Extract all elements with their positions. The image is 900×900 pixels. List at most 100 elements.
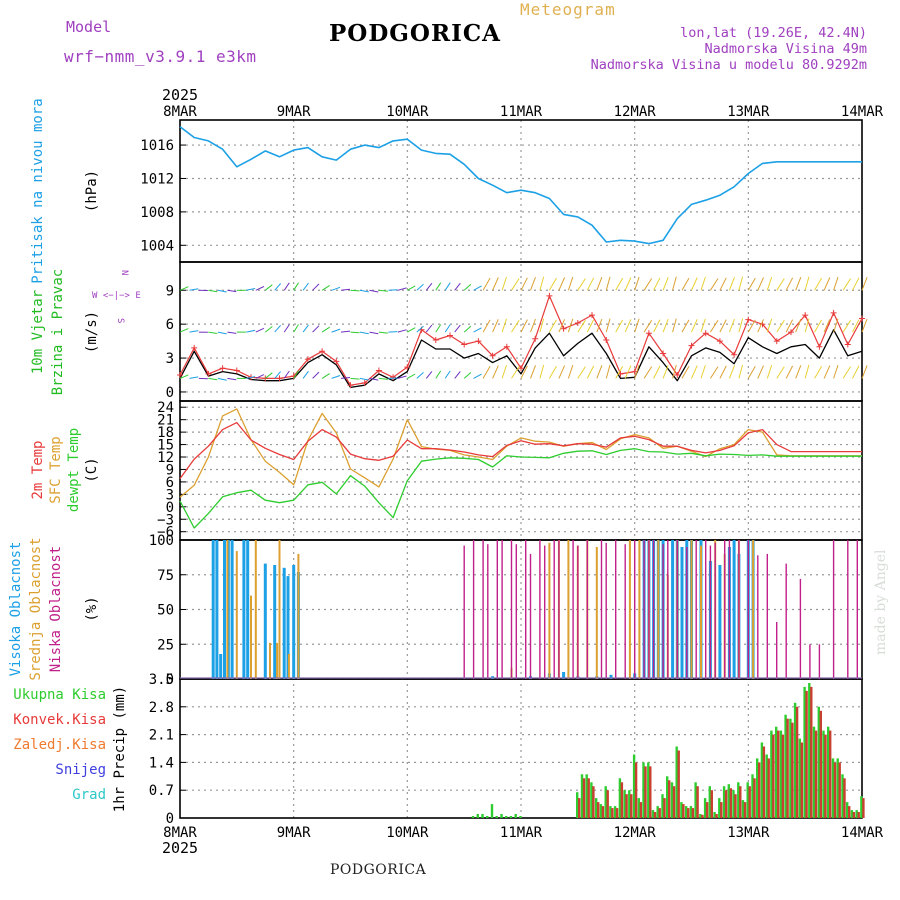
wind-arrow xyxy=(823,319,831,333)
temp-units: (C) xyxy=(84,457,100,482)
mid-cloud-bar xyxy=(297,553,300,679)
high-cloud-bar xyxy=(219,654,223,679)
total-precip-bar xyxy=(585,774,588,818)
y-tick-label: 9 xyxy=(166,283,174,299)
wind-arrow xyxy=(492,277,499,291)
wind-arrow xyxy=(747,366,756,379)
wind-arrow xyxy=(435,324,442,333)
low-cloud-bar xyxy=(487,544,489,679)
wind-arrow xyxy=(482,366,491,379)
wind-arrow xyxy=(738,364,744,379)
wind-gust-marker xyxy=(475,338,482,345)
wind-gust-marker xyxy=(503,343,510,350)
wind-arrow xyxy=(473,285,482,291)
wind-arrow xyxy=(662,365,669,379)
convective-precip-bar xyxy=(634,762,638,818)
total-precip-bar xyxy=(751,774,754,818)
convective-precip-bar xyxy=(639,802,642,818)
wind-arrow xyxy=(454,371,461,379)
wind-arrow xyxy=(435,282,442,291)
convective-precip-bar xyxy=(857,812,860,818)
wind-arrow xyxy=(586,365,595,379)
wind-arrow xyxy=(473,373,482,379)
mid-cloud-bar xyxy=(567,540,570,679)
x-year-top: 2025 xyxy=(162,86,198,104)
wind-arrow xyxy=(227,377,237,381)
total-precip-bar xyxy=(860,796,863,818)
wind-arrow xyxy=(264,284,273,291)
cloud-units: (%) xyxy=(84,596,100,621)
convective-precip-bar xyxy=(578,798,581,818)
low-cloud-bar xyxy=(705,540,707,679)
y-tick-label: 18 xyxy=(157,425,174,441)
wind-arrow xyxy=(757,277,764,291)
y-tick-label: 6 xyxy=(166,317,174,333)
low-cloud-bar xyxy=(525,540,527,679)
total-precip-bar xyxy=(595,798,598,818)
wind-arrow xyxy=(643,366,653,379)
wind-arrow xyxy=(331,328,341,333)
wind-gust-marker xyxy=(347,382,354,389)
wind-arrow xyxy=(359,331,369,335)
wind-arrow xyxy=(691,365,698,379)
wind-arrow xyxy=(596,277,603,291)
high-cloud-bar xyxy=(732,540,736,679)
wind-arrow xyxy=(624,365,632,379)
total-precip-bar xyxy=(775,726,778,818)
low-cloud-bar xyxy=(662,544,664,679)
wind-arrow xyxy=(605,318,611,333)
y-tick-label: 21 xyxy=(157,413,174,429)
wind-arrow xyxy=(861,318,868,333)
y-tick-label: 3.5 xyxy=(149,672,174,688)
wind-arrow xyxy=(766,318,773,333)
low-cloud-bar xyxy=(558,540,560,679)
wind-arrow xyxy=(227,331,237,334)
wind-gust-marker xyxy=(361,379,368,386)
total-precip-bar xyxy=(694,782,697,818)
x-tick-label-top: 10MAR xyxy=(386,104,429,120)
wind-arrow xyxy=(283,282,290,291)
wind-arrow xyxy=(615,366,624,379)
wind-arrow xyxy=(217,289,227,293)
low-cloud-bar xyxy=(544,545,546,679)
dewpt-temp-line xyxy=(179,448,862,529)
low-cloud-bar xyxy=(724,540,726,679)
wind-arrow xyxy=(501,276,507,291)
total-precip-bar xyxy=(746,782,749,818)
pressure-units: (hPa) xyxy=(84,170,100,212)
low-cloud-bar xyxy=(648,540,650,679)
total-precip-bar xyxy=(718,798,721,818)
wind-arrow xyxy=(624,277,632,291)
meteogram-label: Meteogram xyxy=(520,0,616,19)
low-cloud-bar xyxy=(624,544,626,679)
low-cloud-bar xyxy=(501,540,503,679)
low-cloud-bar xyxy=(515,544,517,679)
y-tick-label: 75 xyxy=(157,568,174,584)
total-precip-bar xyxy=(760,742,764,818)
total-precip-bar xyxy=(841,774,844,818)
wind-gust-marker xyxy=(788,329,794,336)
wind-arrow xyxy=(246,376,256,379)
total-precip-bar xyxy=(647,762,650,818)
convective-precip-bar xyxy=(819,710,822,818)
wind-gust-marker xyxy=(844,341,851,348)
low-cloud-bar xyxy=(634,540,636,679)
wind-arrow xyxy=(340,377,351,379)
wind-arrow xyxy=(501,318,507,333)
wind-arrow xyxy=(653,277,661,291)
wind-arrow xyxy=(264,326,273,333)
wind-arrow xyxy=(217,377,227,381)
high-cloud-bar xyxy=(223,540,226,679)
wind-gust-marker xyxy=(546,292,553,299)
wind-gust-marker xyxy=(276,375,283,382)
precip-legend-label: Snijeg xyxy=(55,762,106,778)
x-tick-label-bottom: 12MAR xyxy=(614,825,657,841)
total-precip-bar xyxy=(855,810,858,818)
x-tick-label-bottom: 14MAR xyxy=(841,825,884,841)
wind-arrow xyxy=(388,289,398,291)
convective-precip-bar xyxy=(606,790,609,818)
convective-precip-bar xyxy=(810,686,813,818)
y-tick-label: 1004 xyxy=(140,238,174,254)
wind-arrow xyxy=(274,371,281,379)
page-title: PODGORICA xyxy=(329,20,501,47)
